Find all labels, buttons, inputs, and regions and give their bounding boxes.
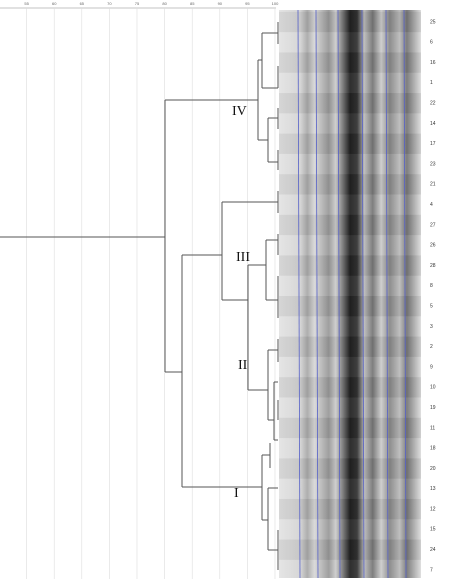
lane-label: 22 xyxy=(430,101,436,107)
gel-lane-shade xyxy=(279,113,421,134)
gel-lane-shade xyxy=(279,397,421,418)
lane-label: 9 xyxy=(430,364,433,370)
lane-label: 11 xyxy=(430,425,435,431)
gel-lane-shade xyxy=(279,417,421,439)
lane-label: 17 xyxy=(430,141,436,147)
lane-label: 24 xyxy=(430,547,436,553)
lane-label: 28 xyxy=(430,263,436,269)
gel-lane-shade xyxy=(279,519,421,540)
scale-tick-label: 60 xyxy=(52,1,57,6)
gel-lane-shade xyxy=(279,93,421,114)
scale-tick-label: 100 xyxy=(272,1,279,6)
gel-lane-shade xyxy=(279,32,421,53)
gel-lane-shade xyxy=(279,214,421,236)
gel-lane-shade xyxy=(279,194,421,215)
lane-label: 10 xyxy=(430,385,436,391)
scale-tick-label: 80 xyxy=(162,1,167,6)
labels: 55 60 65 70 75 80 85 90 95 1002561612214172321427… xyxy=(24,1,435,573)
lane-label: 1 xyxy=(430,80,433,86)
gel-lane-shade xyxy=(279,153,421,175)
scale-tick-label: 65 xyxy=(80,1,85,6)
lane-label: 23 xyxy=(430,161,436,167)
gel-lane-shade xyxy=(279,11,421,33)
lane-label: 2 xyxy=(430,344,433,350)
gel-lane-shade xyxy=(279,296,421,317)
lane-label: 13 xyxy=(430,486,436,492)
cluster-label: II xyxy=(238,358,248,373)
cluster-label: I xyxy=(234,486,239,501)
cluster-label: IV xyxy=(232,104,247,119)
gel-lane-shade xyxy=(279,458,421,479)
gel-lane-shade xyxy=(279,478,421,499)
lane-label: 27 xyxy=(430,222,436,228)
scale-tick-label: 95 xyxy=(245,1,250,6)
lane-label: 8 xyxy=(430,283,433,289)
lane-label: 26 xyxy=(430,243,436,249)
lane-label: 15 xyxy=(430,527,436,533)
gel-lane-shade xyxy=(279,174,421,195)
gel-image xyxy=(279,10,421,578)
dendrogram-tree xyxy=(0,22,279,570)
gel-lane-shade xyxy=(279,539,421,560)
gel-lane-shade xyxy=(279,275,421,296)
scale-tick-label: 90 xyxy=(218,1,223,6)
scale-tick-label: 75 xyxy=(135,1,140,6)
gel-lane-shade xyxy=(279,52,421,73)
gel-lane-shade xyxy=(279,377,421,398)
gel-lane-shade xyxy=(279,72,421,94)
scale-tick-label: 55 xyxy=(24,1,29,6)
lane-label: 18 xyxy=(430,446,436,452)
gel-reference-lines xyxy=(297,9,407,579)
lane-label: 5 xyxy=(430,303,433,309)
lane-label: 14 xyxy=(430,121,436,127)
gel-lane-shade xyxy=(279,559,421,579)
gel-lane-shade xyxy=(279,498,421,520)
lane-label: 25 xyxy=(430,19,436,25)
lane-label: 20 xyxy=(430,466,436,472)
lane-label: 6 xyxy=(430,40,433,46)
scale-tick-label: 85 xyxy=(190,1,195,6)
gel-lane-shade xyxy=(279,438,421,459)
lane-label: 21 xyxy=(430,182,436,188)
lane-label: 3 xyxy=(430,324,433,330)
gel-lanes xyxy=(279,11,421,579)
gel-lane-shade xyxy=(279,316,421,337)
gel-lane-shade xyxy=(279,356,421,378)
lane-label: 12 xyxy=(430,506,436,512)
gel-lane-shade xyxy=(279,336,421,357)
gel-lane-shade xyxy=(279,235,421,256)
cluster-label: III xyxy=(236,250,250,265)
lane-label: 7 xyxy=(430,567,433,573)
scale-tick-label: 70 xyxy=(107,1,112,6)
gel-lane-shade xyxy=(279,255,421,276)
lane-label: 4 xyxy=(430,202,433,208)
lane-label: 16 xyxy=(430,60,436,66)
lane-label: 19 xyxy=(430,405,436,411)
gel-lane-shade xyxy=(279,133,421,154)
scale-grid xyxy=(26,8,276,579)
